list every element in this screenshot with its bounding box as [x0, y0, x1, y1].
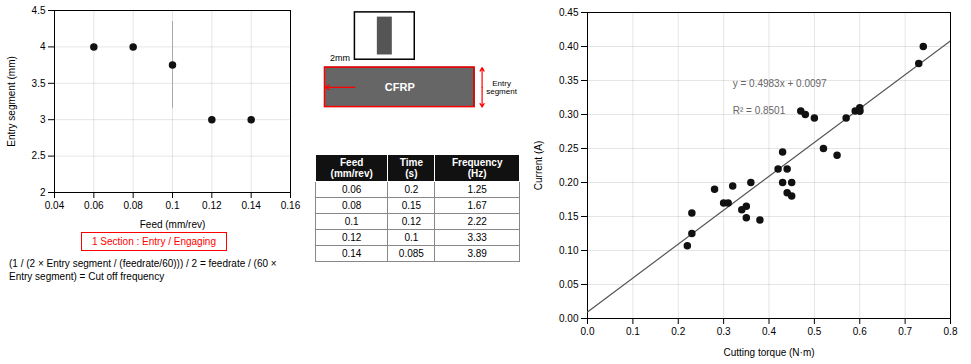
svg-text:3.5: 3.5	[32, 78, 46, 89]
svg-text:0.0: 0.0	[581, 326, 595, 337]
html-text:0.12: 0.12	[341, 232, 362, 243]
html-text:1.25: 1.25	[467, 184, 487, 195]
svg-text:Feed (mm/rev): Feed (mm/rev)	[140, 219, 206, 230]
svg-text:0.1: 0.1	[626, 326, 640, 337]
svg-text:0.15: 0.15	[559, 211, 579, 222]
svg-text:0.06: 0.06	[84, 200, 104, 211]
html-text:0.15: 0.15	[401, 200, 422, 211]
html-text:0.1: 0.1	[404, 232, 419, 243]
svg-text:2mm: 2mm	[329, 53, 349, 63]
svg-text:0.30: 0.30	[559, 109, 579, 120]
html-text:2.22: 2.22	[467, 216, 487, 227]
svg-text:0.2: 0.2	[671, 326, 685, 337]
svg-text:R² = 0.8501: R² = 0.8501	[733, 105, 786, 116]
html-text:3.33: 3.33	[467, 232, 487, 243]
html-text:0.08: 0.08	[341, 200, 362, 211]
svg-text:y = 0.4983x + 0.0097: y = 0.4983x + 0.0097	[733, 78, 827, 89]
html-text:0.14: 0.14	[341, 248, 362, 259]
svg-text:2: 2	[40, 187, 46, 198]
svg-text:0.1: 0.1	[166, 200, 180, 211]
html-text:1.67: 1.67	[467, 200, 487, 211]
html-text:Feed (mm/rev): Feed (mm/rev)	[330, 157, 373, 179]
html-text:0.1: 0.1	[344, 216, 359, 227]
svg-text:0.4: 0.4	[762, 326, 776, 337]
html-text:0.12: 0.12	[401, 216, 422, 227]
svg-text:0.40: 0.40	[559, 41, 579, 52]
svg-text:0.12: 0.12	[202, 200, 222, 211]
svg-text:Entrysegment: Entrysegment	[486, 79, 517, 96]
svg-text:Entry segment (mm): Entry segment (mm)	[6, 56, 17, 147]
svg-text:0.3: 0.3	[717, 326, 731, 337]
html-text:Time (s): Time (s)	[399, 157, 423, 179]
svg-text:Cutting torque (N·m): Cutting torque (N·m)	[723, 347, 814, 358]
svg-text:0.14: 0.14	[241, 200, 261, 211]
svg-text:0.6: 0.6	[853, 326, 867, 337]
html-text:Frequency (Hz): Frequency (Hz)	[451, 157, 503, 179]
svg-text:0.45: 0.45	[559, 7, 579, 18]
html-text:3.89: 3.89	[467, 248, 487, 259]
svg-text:0.08: 0.08	[123, 200, 143, 211]
html-text:1 Section : Entry / Engaging: 1 Section : Entry / Engaging	[92, 236, 216, 247]
svg-text:0.35: 0.35	[559, 75, 579, 86]
svg-text:0.7: 0.7	[898, 326, 912, 337]
svg-text:0.04: 0.04	[45, 200, 65, 211]
svg-text:2.5: 2.5	[32, 150, 46, 161]
html-text:0.06: 0.06	[341, 184, 362, 195]
svg-text:0.20: 0.20	[559, 177, 579, 188]
svg-text:4: 4	[40, 41, 46, 52]
svg-text:0.8: 0.8	[944, 326, 958, 337]
svg-text:0.05: 0.05	[559, 279, 579, 290]
svg-text:CFRP: CFRP	[384, 81, 414, 93]
svg-text:0.00: 0.00	[559, 313, 579, 324]
html-text:0.2: 0.2	[404, 184, 419, 195]
svg-text:0.5: 0.5	[807, 326, 821, 337]
svg-text:0.10: 0.10	[559, 245, 579, 256]
html-text:0.085: 0.085	[398, 248, 424, 259]
svg-text:4.5: 4.5	[32, 5, 46, 16]
svg-text:0.25: 0.25	[559, 143, 579, 154]
svg-text:Current (A): Current (A)	[533, 141, 544, 190]
svg-text:0.16: 0.16	[281, 200, 301, 211]
svg-text:3: 3	[40, 114, 46, 125]
html-text:(1 / (2 × Entry segment / (fee: (1 / (2 × Entry segment / (feedrate/60))…	[9, 258, 277, 282]
